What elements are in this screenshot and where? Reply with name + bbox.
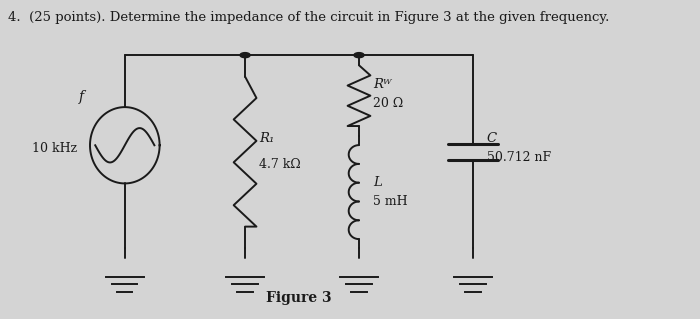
Text: 20 Ω: 20 Ω [373,97,403,110]
Text: L: L [373,176,382,189]
Text: Figure 3: Figure 3 [266,291,332,305]
Text: 5 mH: 5 mH [373,195,407,208]
Text: 4.  (25 points). Determine the impedance of the circuit in Figure 3 at the given: 4. (25 points). Determine the impedance … [8,11,609,24]
Text: f: f [78,90,84,104]
Text: Rᵂ: Rᵂ [373,78,391,91]
Circle shape [240,53,250,58]
Text: 10 kHz: 10 kHz [32,142,77,155]
Text: 4.7 kΩ: 4.7 kΩ [259,158,301,171]
Circle shape [354,53,364,58]
Text: R₁: R₁ [259,132,274,145]
Text: C: C [486,132,497,145]
Text: 50.712 nF: 50.712 nF [486,152,551,164]
